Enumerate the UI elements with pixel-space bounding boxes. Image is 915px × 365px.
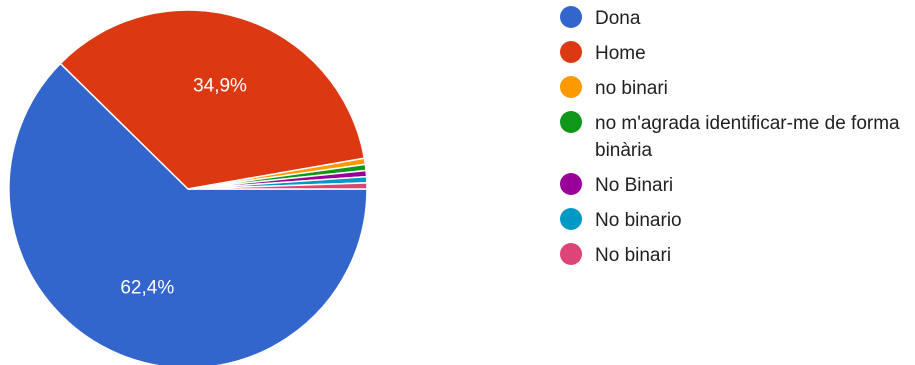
legend-swatch: [560, 208, 582, 230]
legend-label: no m'agrada identificar-me de forma binà…: [595, 113, 900, 161]
legend-item-3[interactable]: no m'agrada identificar-me de forma binà…: [560, 110, 910, 164]
legend-item-0[interactable]: Dona: [560, 5, 910, 32]
pie-labels: 62,4% 34,9%: [120, 76, 247, 299]
legend-swatch: [560, 173, 582, 195]
legend-label: No Binari: [595, 175, 674, 196]
chart-legend: Dona Home no binari no m'agrada identificar…: [560, 5, 910, 277]
legend-item-2[interactable]: no binari: [560, 75, 910, 102]
legend-item-5[interactable]: No binario: [560, 207, 910, 234]
pie-slice-1: [59, 9, 366, 190]
pie-slice-6: [187, 182, 368, 190]
legend-item-4[interactable]: No Binari: [560, 172, 910, 199]
slice-label-1: 34,9%: [193, 76, 247, 97]
legend-label: No binario: [595, 210, 682, 231]
legend-item-6[interactable]: No binari: [560, 242, 910, 269]
legend-swatch: [560, 243, 582, 265]
legend-label: Home: [595, 43, 646, 64]
legend-swatch: [560, 111, 582, 133]
legend-swatch: [560, 41, 582, 63]
slice-label-0: 62,4%: [120, 277, 174, 298]
pie-slice-0: [8, 62, 368, 365]
pie-slices: [8, 9, 368, 365]
legend-swatch: [560, 76, 582, 98]
legend-label: No binari: [595, 245, 672, 266]
legend-label: no binari: [595, 78, 668, 99]
legend-label: Dona: [595, 8, 641, 29]
legend-item-1[interactable]: Home: [560, 40, 910, 67]
legend-swatch: [560, 6, 582, 28]
